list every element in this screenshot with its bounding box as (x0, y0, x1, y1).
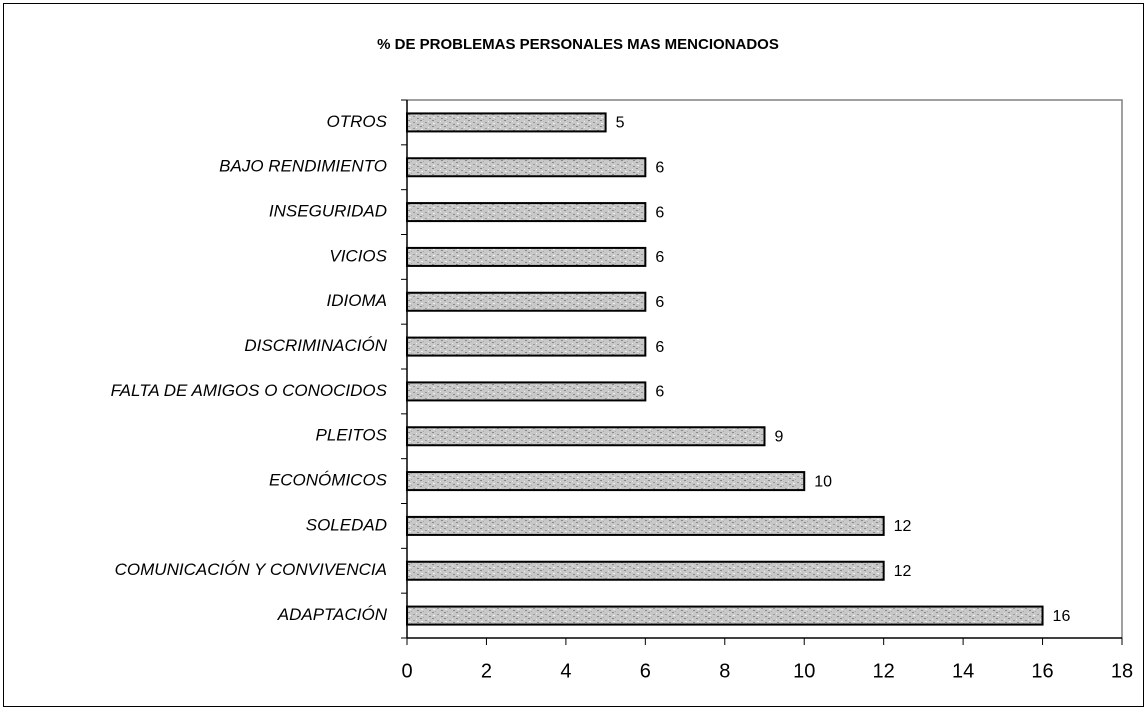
x-tick-label: 12 (873, 660, 895, 682)
x-tick-label: 14 (952, 660, 974, 682)
value-label: 6 (655, 384, 664, 401)
y-tick-label: ADAPTACIÓN (277, 605, 388, 624)
value-label: 6 (655, 339, 664, 356)
y-tick-label: DISCRIMINACIÓN (244, 336, 387, 355)
y-tick-label: SOLEDAD (306, 515, 387, 534)
bar (406, 112, 607, 133)
y-tick-label: COMUNICACIÓN Y CONVIVENCIA (115, 560, 387, 579)
bar (406, 246, 647, 267)
bar (406, 605, 1044, 626)
bar (406, 515, 885, 536)
bar (406, 291, 647, 312)
value-label: 6 (655, 249, 664, 266)
y-tick-label: ECONÓMICOS (269, 471, 388, 490)
bar (406, 202, 647, 223)
value-label: 6 (655, 159, 664, 176)
bar (406, 381, 647, 402)
x-tick-label: 16 (1031, 660, 1053, 682)
value-label: 10 (814, 473, 832, 490)
x-tick-label: 8 (719, 660, 730, 682)
value-label: 12 (894, 518, 912, 535)
x-tick-label: 10 (793, 660, 815, 682)
bar (406, 471, 806, 492)
bar (406, 426, 766, 447)
x-tick-label: 18 (1111, 660, 1133, 682)
y-tick-label: FALTA DE AMIGOS O CONOCIDOS (111, 381, 388, 400)
x-tick-label: 4 (560, 660, 571, 682)
value-label: 6 (655, 204, 664, 221)
bar (406, 560, 885, 581)
y-tick-label: VICIOS (329, 246, 387, 265)
plot-border (407, 99, 1123, 638)
value-label: 6 (655, 294, 664, 311)
x-tick-label: 6 (640, 660, 651, 682)
x-tick-label: 2 (481, 660, 492, 682)
y-tick-label: IDIOMA (327, 291, 387, 310)
y-tick-label: PLEITOS (316, 426, 388, 445)
x-tick-label: 0 (401, 660, 412, 682)
y-tick-label: BAJO RENDIMIENTO (219, 157, 387, 176)
bar (406, 336, 647, 357)
y-tick-label: INSEGURIDAD (269, 202, 387, 221)
value-label: 12 (894, 563, 912, 580)
value-label: 5 (616, 115, 625, 132)
y-tick-label: OTROS (327, 112, 388, 131)
value-label: 9 (775, 428, 784, 445)
chart-title: % DE PROBLEMAS PERSONALES MAS MENCIONADO… (377, 36, 779, 53)
bar (406, 157, 647, 178)
value-label: 16 (1053, 608, 1071, 625)
